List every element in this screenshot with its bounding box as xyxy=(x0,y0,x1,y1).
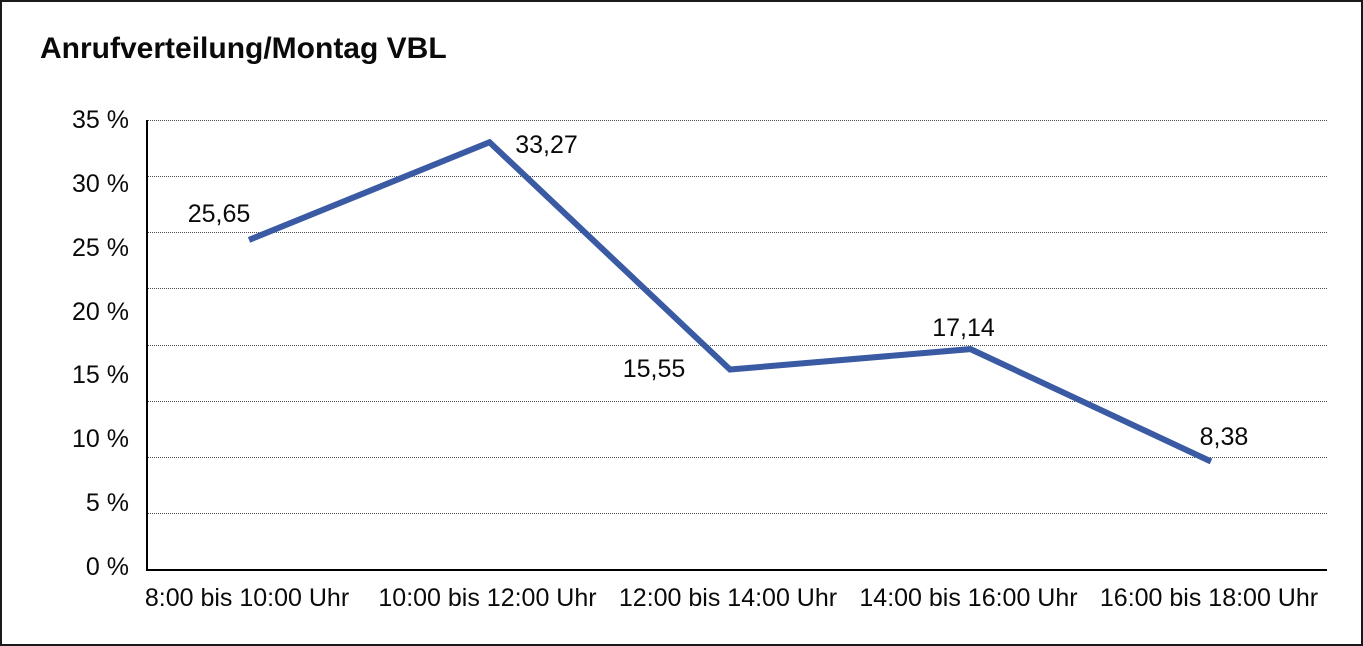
y-axis-tick-label: 20 % xyxy=(72,297,129,326)
gridline xyxy=(148,176,1327,178)
data-point-label: 15,55 xyxy=(622,354,686,383)
y-axis-tick-label: 15 % xyxy=(72,361,129,390)
chart-title: Anrufverteilung/Montag VBL xyxy=(40,32,447,65)
gridline xyxy=(148,232,1327,234)
gridline xyxy=(148,344,1327,346)
gridline xyxy=(148,120,1327,121)
x-axis-tick-label: 14:00 bis 16:00 Uhr xyxy=(859,584,1078,612)
line-series xyxy=(247,138,1213,465)
gridline xyxy=(148,400,1327,402)
gridline xyxy=(148,288,1327,290)
y-axis-tick-label: 35 % xyxy=(72,106,129,134)
series-polyline xyxy=(247,138,1213,465)
data-point-label: 33,27 xyxy=(515,131,578,160)
x-axis-tick-label: 10:00 bis 12:00 Uhr xyxy=(378,584,597,612)
data-point-label: 17,14 xyxy=(932,314,995,343)
y-axis-tick-label: 0 % xyxy=(85,553,129,581)
data-point-label: 8,38 xyxy=(1199,423,1249,452)
plot-area xyxy=(146,120,1327,571)
data-point-label: 25,65 xyxy=(187,199,251,228)
x-axis-tick-label: 8:00 bis 10:00 Uhr xyxy=(144,584,350,612)
x-axis-tick-label: 16:00 bis 18:00 Uhr xyxy=(1099,584,1319,612)
y-axis-tick-label: 10 % xyxy=(72,425,129,454)
y-axis-tick-label: 30 % xyxy=(72,169,129,198)
gridline xyxy=(148,456,1327,458)
y-axis-tick-label: 25 % xyxy=(72,233,129,262)
gridline xyxy=(148,512,1327,514)
x-axis-tick-label: 12:00 bis 14:00 Uhr xyxy=(618,584,838,612)
y-axis-tick-label: 5 % xyxy=(85,489,129,518)
